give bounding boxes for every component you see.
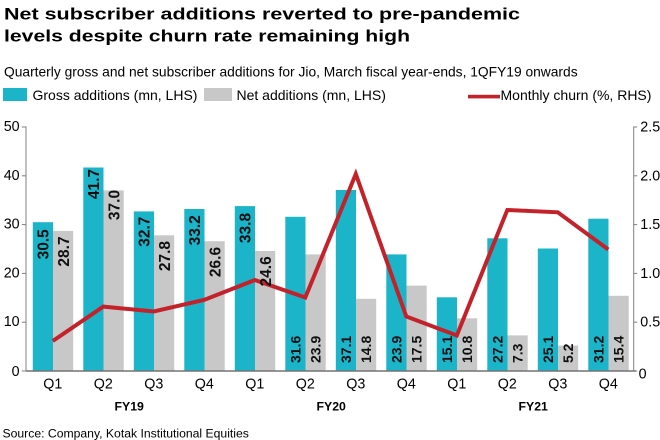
- svg-text:Q3: Q3: [346, 376, 365, 392]
- svg-text:Net subscriber additions rever: Net subscriber additions reverted to pre…: [4, 5, 520, 24]
- svg-text:28.7: 28.7: [56, 236, 73, 266]
- svg-text:FY19: FY19: [114, 399, 144, 413]
- svg-text:33.2: 33.2: [187, 215, 204, 245]
- svg-text:2.0: 2.0: [640, 168, 660, 184]
- svg-text:Q2: Q2: [296, 376, 315, 392]
- svg-text:Q3: Q3: [144, 376, 163, 392]
- svg-text:0.5: 0.5: [640, 315, 660, 331]
- svg-text:FY20: FY20: [316, 399, 346, 413]
- svg-text:20: 20: [4, 265, 20, 281]
- svg-text:Net additions (mn, LHS): Net additions (mn, LHS): [237, 87, 386, 103]
- svg-text:31.2: 31.2: [591, 336, 607, 363]
- svg-text:15.1: 15.1: [439, 336, 455, 363]
- svg-text:10.8: 10.8: [459, 336, 475, 363]
- svg-text:17.5: 17.5: [409, 336, 425, 363]
- svg-text:30.5: 30.5: [36, 229, 53, 260]
- svg-text:27.8: 27.8: [157, 241, 174, 272]
- svg-text:15.4: 15.4: [611, 336, 627, 363]
- svg-text:30: 30: [4, 217, 20, 233]
- svg-text:1.5: 1.5: [640, 217, 660, 233]
- svg-text:26.6: 26.6: [207, 247, 224, 278]
- svg-text:0: 0: [639, 367, 647, 383]
- svg-text:Quarterly gross and net subscr: Quarterly gross and net subscriber addit…: [4, 65, 578, 80]
- svg-text:Source: Company, Kotak Institu: Source: Company, Kotak Institutional Equ…: [3, 427, 249, 440]
- svg-text:Q1: Q1: [447, 376, 466, 392]
- svg-text:0: 0: [12, 364, 20, 380]
- svg-text:Q1: Q1: [43, 376, 62, 392]
- svg-text:37.1: 37.1: [338, 336, 354, 363]
- svg-text:Gross additions (mn, LHS): Gross additions (mn, LHS): [33, 87, 198, 103]
- svg-text:FY21: FY21: [518, 399, 548, 413]
- svg-text:Monthly churn (%, RHS): Monthly churn (%, RHS): [501, 87, 652, 103]
- svg-text:31.6: 31.6: [288, 336, 304, 363]
- svg-text:32.7: 32.7: [137, 217, 154, 247]
- svg-text:1.0: 1.0: [640, 266, 660, 282]
- svg-text:levels despite churn rate rema: levels despite churn rate remaining high: [4, 27, 410, 46]
- svg-text:14.8: 14.8: [358, 336, 374, 363]
- svg-text:24.6: 24.6: [258, 256, 275, 287]
- svg-text:41.7: 41.7: [86, 169, 103, 199]
- svg-text:23.9: 23.9: [308, 336, 324, 363]
- svg-text:37.0: 37.0: [106, 190, 123, 220]
- svg-text:7.3: 7.3: [510, 343, 526, 363]
- svg-text:Q3: Q3: [548, 376, 567, 392]
- svg-text:2.5: 2.5: [640, 120, 660, 136]
- svg-text:Q4: Q4: [195, 376, 214, 392]
- svg-text:27.2: 27.2: [490, 336, 506, 363]
- svg-text:Q4: Q4: [599, 376, 618, 392]
- svg-text:5.2: 5.2: [560, 343, 576, 363]
- svg-text:Q4: Q4: [397, 376, 416, 392]
- svg-text:Q1: Q1: [245, 376, 264, 392]
- svg-text:23.9: 23.9: [389, 336, 405, 363]
- svg-text:33.8: 33.8: [238, 213, 255, 244]
- svg-text:50: 50: [4, 119, 20, 135]
- svg-text:Q2: Q2: [498, 376, 517, 392]
- svg-text:10: 10: [4, 314, 20, 330]
- svg-text:40: 40: [4, 168, 20, 184]
- svg-text:25.1: 25.1: [540, 336, 556, 363]
- svg-text:Q2: Q2: [94, 376, 113, 392]
